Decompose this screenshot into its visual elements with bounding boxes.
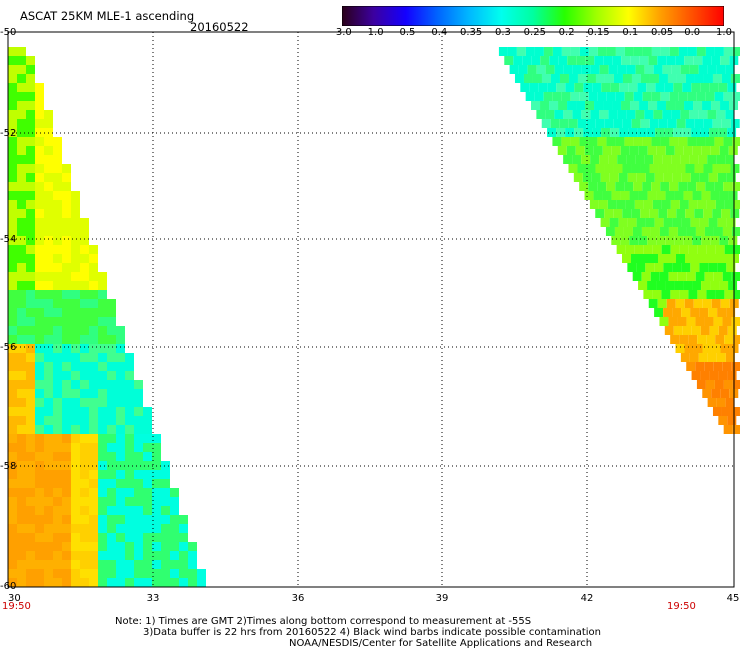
y-label-56: -56 — [0, 342, 17, 353]
y-label-60: -60 — [0, 581, 17, 592]
y-label-52: -52 — [0, 128, 17, 139]
note-line-1: Note: 1) Times are GMT 2)Times along bot… — [115, 616, 532, 627]
x-label-36: 36 — [291, 593, 305, 604]
note-line-2: 3)Data buffer is 22 hrs from 20160522 4)… — [143, 627, 601, 638]
y-label-50: -50 — [0, 27, 17, 38]
y-label-54: -54 — [0, 234, 17, 245]
colorbar — [342, 6, 724, 26]
x-label-39: 39 — [435, 593, 449, 604]
time-right: 19:50 — [667, 601, 696, 612]
time-left: 19:50 — [2, 601, 31, 612]
colorbar-gradient — [342, 6, 724, 26]
note-line-3: NOAA/NESDIS/Center for Satellite Applica… — [289, 638, 593, 649]
map-date: 20160522 — [190, 20, 249, 34]
map-title: ASCAT 25KM MLE-1 ascending — [20, 9, 195, 23]
y-label-58: -58 — [0, 461, 17, 472]
x-label-45: 45 — [726, 593, 740, 604]
map-frame — [7, 31, 735, 588]
x-label-33: 33 — [146, 593, 160, 604]
colorbar-swatches — [342, 6, 724, 26]
x-label-30: 30 — [8, 593, 21, 604]
x-label-42: 42 — [580, 593, 594, 604]
